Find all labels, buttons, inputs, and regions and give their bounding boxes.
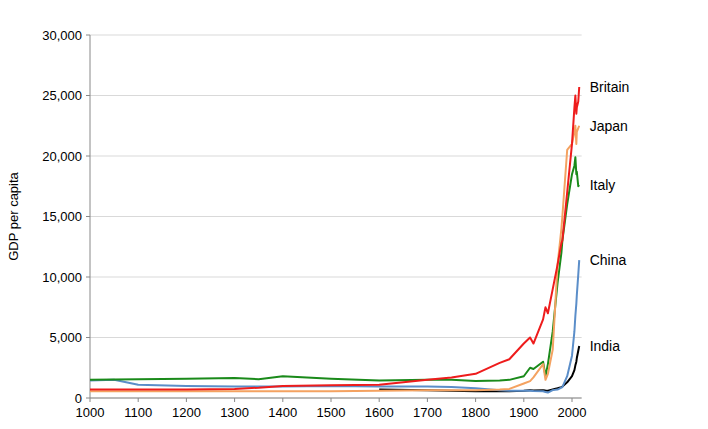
x-tick	[90, 398, 91, 402]
x-tick-label: 2000	[558, 405, 587, 420]
x-tick	[331, 398, 332, 402]
grid-line	[90, 95, 582, 96]
series-line	[90, 126, 579, 392]
y-tick	[86, 277, 90, 278]
x-tick	[427, 398, 428, 402]
y-axis-label: GDP per capita	[6, 171, 21, 260]
y-tick-label: 15,000	[42, 209, 82, 224]
y-tick-label: 20,000	[42, 149, 82, 164]
y-tick-label: 25,000	[42, 88, 82, 103]
y-tick-label: 0	[75, 391, 82, 406]
grid-line	[90, 216, 582, 217]
y-tick-label: 5,000	[49, 330, 82, 345]
series-label: Japan	[590, 118, 628, 134]
y-axis	[90, 35, 91, 398]
x-tick	[282, 398, 283, 402]
x-tick	[138, 398, 139, 402]
series-label: India	[590, 338, 621, 354]
y-tick	[86, 35, 90, 36]
x-tick-label: 1300	[220, 405, 249, 420]
y-tick-label: 30,000	[42, 28, 82, 43]
x-tick	[379, 398, 380, 402]
y-tick-label: 10,000	[42, 270, 82, 285]
grid-line	[90, 156, 582, 157]
grid-line	[90, 337, 582, 338]
grid-line	[90, 35, 582, 36]
x-tick-label: 1900	[509, 405, 538, 420]
y-tick	[86, 398, 90, 399]
grid-line	[90, 277, 582, 278]
series-line	[90, 87, 579, 390]
x-tick-label: 1100	[124, 405, 152, 420]
x-tick-label: 1700	[413, 405, 442, 420]
x-tick	[475, 398, 476, 402]
chart: 0 5,000 10,000 15,000 20,000 25,000 30,000 1000…	[0, 0, 708, 429]
x-tick-label: 1400	[268, 405, 297, 420]
y-tick	[86, 216, 90, 217]
y-tick	[86, 337, 90, 338]
x-axis	[90, 398, 582, 399]
x-tick-label: 1800	[461, 405, 490, 420]
y-tick	[86, 156, 90, 157]
series-line	[90, 260, 579, 393]
x-tick-label: 1200	[172, 405, 201, 420]
grid-line	[90, 398, 582, 399]
lines	[90, 87, 579, 393]
x-tick	[572, 398, 573, 402]
y-tick	[86, 95, 90, 96]
series-line	[90, 157, 579, 381]
x-tick-label: 1500	[317, 405, 346, 420]
series-label: China	[590, 252, 627, 268]
x-tick	[186, 398, 187, 402]
x-tick-label: 1000	[76, 405, 105, 420]
x-tick	[523, 398, 524, 402]
x-tick-label: 1600	[365, 405, 394, 420]
series-label: Italy	[590, 177, 616, 193]
series-label: Britain	[590, 79, 630, 95]
x-tick	[234, 398, 235, 402]
